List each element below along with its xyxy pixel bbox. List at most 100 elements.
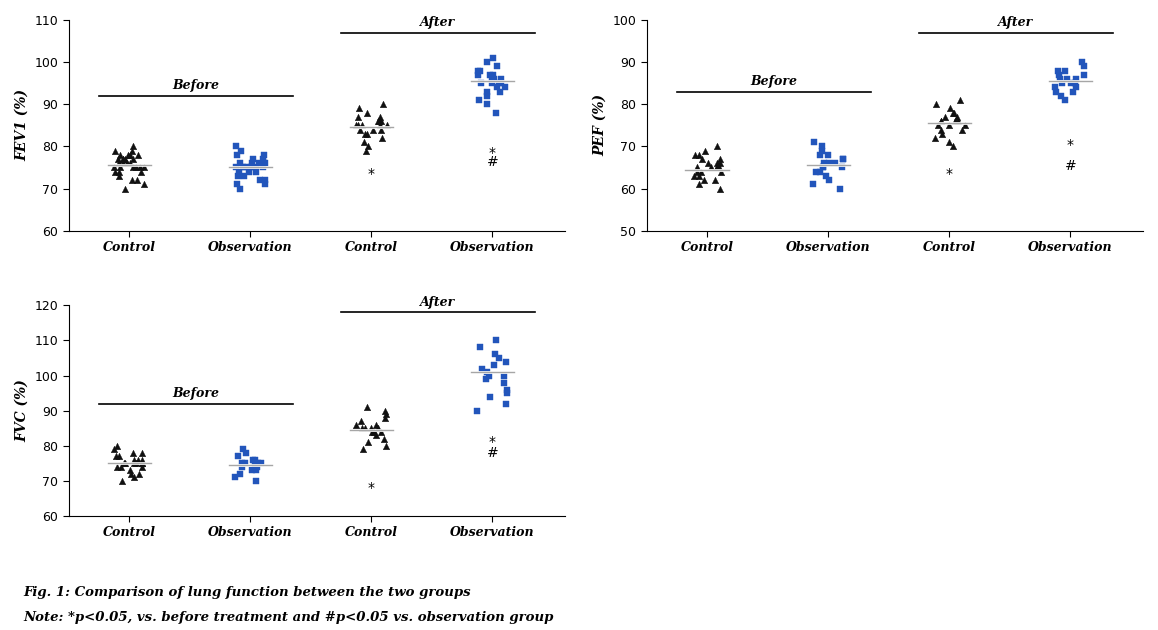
Point bbox=[696, 146, 714, 156]
Point bbox=[492, 74, 511, 84]
Point bbox=[349, 112, 367, 122]
Point bbox=[684, 171, 703, 181]
Text: Before: Before bbox=[173, 79, 219, 92]
Point bbox=[367, 420, 386, 430]
Point bbox=[249, 458, 267, 468]
Point bbox=[357, 146, 375, 156]
Point bbox=[229, 166, 248, 176]
Point bbox=[113, 154, 132, 164]
Point bbox=[350, 103, 368, 113]
Point bbox=[944, 108, 962, 118]
Point bbox=[126, 163, 145, 173]
Point bbox=[813, 163, 831, 173]
Point bbox=[359, 141, 378, 151]
Point bbox=[378, 120, 396, 130]
Point bbox=[113, 154, 132, 164]
Point bbox=[932, 125, 951, 135]
Point bbox=[471, 66, 490, 76]
Point bbox=[124, 154, 142, 164]
Point bbox=[1049, 70, 1068, 80]
Point bbox=[941, 103, 960, 113]
Point bbox=[251, 175, 270, 185]
Point bbox=[494, 377, 513, 387]
Point bbox=[228, 171, 247, 181]
Point bbox=[372, 116, 390, 126]
Point bbox=[105, 146, 124, 156]
Point bbox=[226, 472, 244, 483]
Point bbox=[468, 70, 486, 80]
Point bbox=[230, 183, 249, 193]
Point bbox=[1067, 83, 1085, 93]
Point bbox=[124, 448, 142, 458]
Point bbox=[1047, 86, 1065, 96]
Point bbox=[932, 116, 951, 126]
Point bbox=[812, 150, 830, 160]
Point bbox=[366, 430, 384, 440]
Point bbox=[233, 462, 251, 472]
Point bbox=[232, 158, 250, 168]
Point bbox=[129, 150, 147, 160]
Point bbox=[702, 163, 720, 173]
Point bbox=[237, 448, 256, 458]
Point bbox=[353, 120, 372, 130]
Point bbox=[948, 116, 967, 126]
Point bbox=[951, 95, 969, 105]
Point bbox=[374, 433, 393, 444]
Point bbox=[255, 158, 273, 168]
Point bbox=[116, 183, 134, 193]
Point bbox=[242, 163, 261, 173]
Point bbox=[485, 74, 504, 84]
Point bbox=[494, 370, 513, 381]
Text: #: # bbox=[486, 446, 498, 460]
Y-axis label: FVC (%): FVC (%) bbox=[15, 379, 29, 442]
Point bbox=[234, 444, 252, 454]
Point bbox=[227, 141, 245, 151]
Point bbox=[472, 364, 491, 374]
Point bbox=[1051, 91, 1070, 101]
Point bbox=[244, 154, 263, 164]
Point bbox=[123, 175, 141, 185]
Point bbox=[706, 175, 725, 185]
Text: #: # bbox=[1064, 159, 1076, 173]
Point bbox=[108, 462, 126, 472]
Text: *: * bbox=[368, 168, 375, 181]
Point bbox=[131, 163, 149, 173]
Point bbox=[807, 166, 826, 176]
Point bbox=[115, 458, 133, 468]
Point bbox=[247, 166, 265, 176]
Point bbox=[478, 86, 497, 96]
Point bbox=[479, 370, 498, 381]
Point bbox=[936, 112, 954, 122]
Point bbox=[134, 163, 153, 173]
Point bbox=[232, 146, 250, 156]
Point bbox=[805, 137, 823, 147]
Point bbox=[235, 171, 254, 181]
Point bbox=[371, 112, 389, 122]
Point bbox=[112, 476, 131, 486]
Point bbox=[107, 166, 125, 176]
Text: #: # bbox=[486, 155, 498, 169]
Point bbox=[477, 91, 496, 101]
Point bbox=[124, 141, 142, 151]
Point bbox=[378, 441, 396, 451]
Point bbox=[243, 455, 262, 465]
Point bbox=[227, 163, 245, 173]
Point bbox=[132, 166, 151, 176]
Point bbox=[689, 150, 708, 160]
Point bbox=[113, 158, 132, 168]
Point bbox=[133, 448, 152, 458]
Point bbox=[834, 154, 852, 164]
Point bbox=[365, 427, 383, 437]
Point bbox=[496, 83, 514, 93]
Point bbox=[955, 120, 974, 130]
Point bbox=[354, 444, 373, 454]
Y-axis label: FEV1 (%): FEV1 (%) bbox=[15, 89, 29, 161]
Point bbox=[1064, 86, 1083, 96]
Point bbox=[1046, 83, 1064, 93]
Point bbox=[255, 180, 273, 190]
Point bbox=[125, 455, 144, 465]
Point bbox=[491, 78, 510, 88]
Point bbox=[356, 423, 374, 433]
Point bbox=[826, 158, 844, 168]
Point bbox=[711, 154, 730, 164]
